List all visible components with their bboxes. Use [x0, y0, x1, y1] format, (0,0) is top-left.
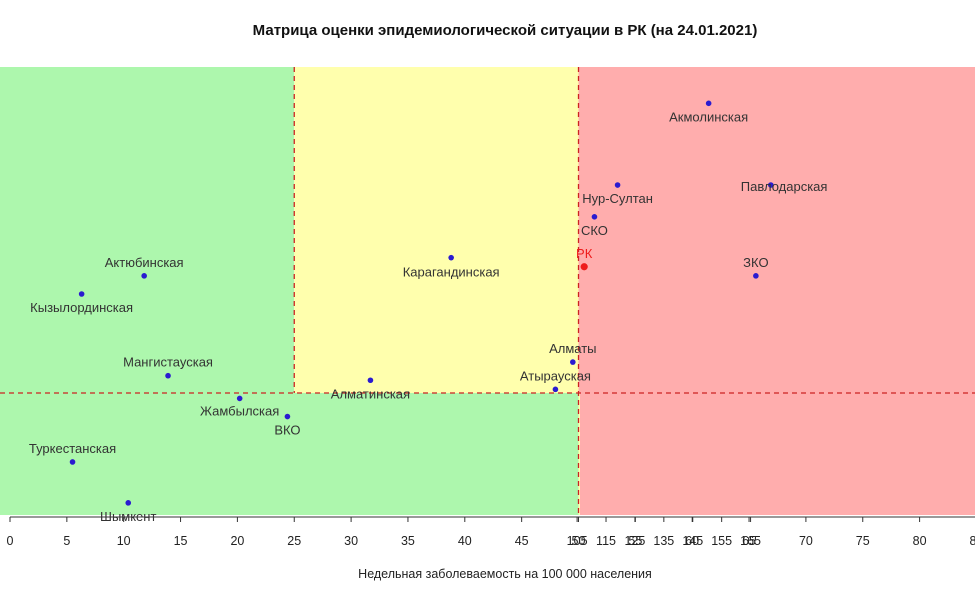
x-tick-label: 35 [401, 534, 415, 548]
x-tick-label: 55 [628, 534, 642, 548]
point-label: Кызылординская [30, 300, 133, 315]
x-tick-label: 15 [174, 534, 188, 548]
point-Жамбылская [236, 395, 243, 402]
point-ВКО [284, 413, 291, 420]
chart-title: Матрица оценки эпидемиологической ситуац… [252, 22, 758, 39]
zone-lower-green [0, 393, 579, 515]
x-tick-label: 65 [742, 534, 756, 548]
point-label: Актюбинская [105, 255, 184, 270]
x-tick-label: 165 [740, 534, 761, 548]
point-label: Туркестанская [29, 441, 116, 456]
point-label: Шымкент [100, 509, 156, 524]
x-tick-label: 145 [682, 534, 703, 548]
x-tick-label: 10 [117, 534, 131, 548]
point-label: Алматинская [331, 386, 410, 401]
zone-upper-yellow [294, 67, 579, 393]
point-label: Акмолинская [669, 109, 748, 124]
x-tick-label: 0 [7, 534, 14, 548]
x-tick-label: 5 [63, 534, 70, 548]
point-Павлодарская [768, 182, 774, 188]
x-tick-label: 60 [685, 534, 699, 548]
point-Кызылординская [78, 291, 85, 297]
point-Акмолинская [705, 100, 712, 107]
point-Туркестанская [69, 459, 76, 465]
x-tick-label: 115 [596, 534, 616, 548]
x-tick-label: 25 [287, 534, 301, 548]
point-label: Павлодарская [741, 179, 828, 194]
x-tick-label: 50 [572, 534, 586, 548]
x-tick-label: 85 [969, 534, 975, 548]
point-label: Жамбылская [200, 403, 279, 418]
point-Нур-Султан [614, 182, 621, 188]
zone-upper-red [578, 67, 975, 393]
point-Алматинская [367, 377, 374, 384]
x-tick-label: 40 [458, 534, 472, 548]
point-Алматы [570, 359, 576, 365]
x-tick-label: 125 [625, 534, 646, 548]
x-tick-label: 80 [913, 534, 927, 548]
x-tick-label: 30 [344, 534, 358, 548]
point-СКО [591, 214, 598, 220]
x-tick-label: 135 [653, 534, 674, 548]
x-tick-label: 20 [230, 534, 244, 548]
point-label: Алматы [549, 341, 596, 356]
x-tick-label: 75 [856, 534, 870, 548]
point-label: ЗКО [743, 255, 768, 270]
point-label: СКО [581, 223, 608, 238]
point-label: Атырауская [520, 368, 591, 383]
x-tick-label: 70 [799, 534, 813, 548]
point-label: Карагандинская [403, 265, 500, 280]
point-Шымкент [125, 500, 132, 506]
zone-lower-yellow [578, 393, 580, 515]
point-label: Нур-Султан [582, 191, 653, 206]
zone-lower-red [580, 393, 975, 515]
x-tick-label: 155 [711, 534, 732, 548]
x-axis-label: Недельная заболеваемость на 100 000 насе… [358, 567, 652, 581]
point-label: ВКО [274, 423, 300, 438]
point-label: РК [576, 246, 593, 261]
point-ЗКО [753, 273, 759, 279]
point-label: Мангистауская [123, 355, 213, 370]
point-Атырауская [552, 386, 559, 393]
point-Актюбинская [141, 273, 147, 279]
point-РК [580, 263, 588, 271]
zone-upper-green [0, 67, 295, 393]
point-Карагандинская [448, 254, 454, 261]
point-Мангистауская [165, 372, 171, 379]
x-tick-label: 45 [515, 534, 529, 548]
x-tick-label: 105 [567, 534, 588, 548]
